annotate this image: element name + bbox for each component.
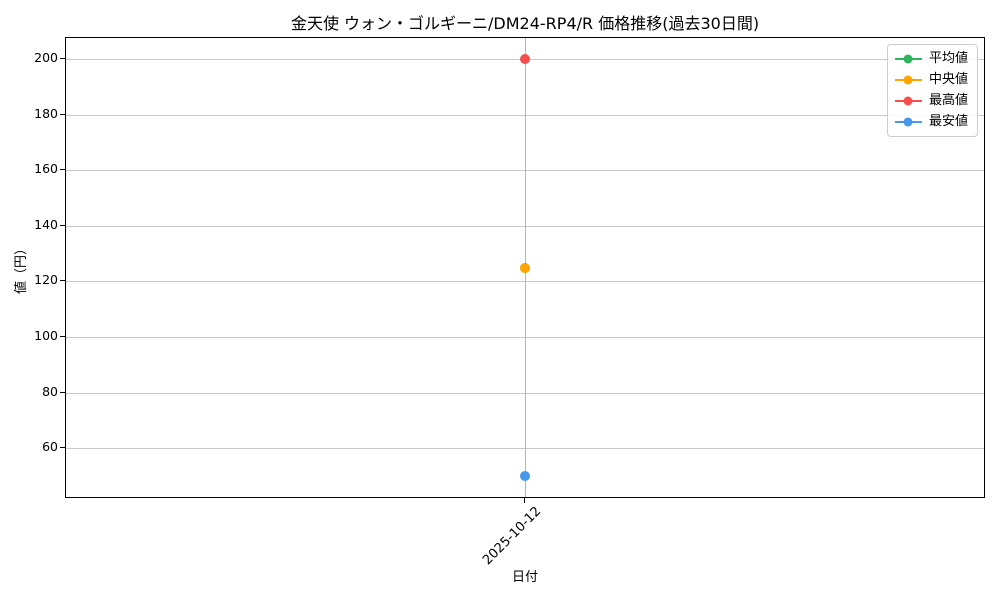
x-tick-label: 2025-10-12 [480,504,545,569]
y-axis-label: 値（円） [14,241,29,295]
y-tick-label: 180 [34,105,58,121]
legend-item: 最高値 [894,91,968,111]
legend-label: 平均値 [928,51,968,66]
legend-label: 中央値 [928,72,968,87]
y-tick-label: 80 [42,383,58,399]
data-point [520,471,530,482]
x-axis-label: 日付 [511,570,538,585]
y-tick-mark [60,113,65,115]
y-tick-mark [60,391,65,393]
data-point [520,262,530,273]
y-tick-label: 160 [34,161,58,177]
legend-marker-icon [894,117,922,127]
legend-marker-icon [894,96,922,106]
legend-label: 最安値 [928,114,968,129]
plot-area: 平均値中央値最高値最安値 [65,37,985,498]
legend: 平均値中央値最高値最安値 [886,44,978,137]
data-point [520,53,530,64]
legend-item: 最安値 [894,112,968,132]
y-tick-mark [60,336,65,338]
legend-dot [903,96,913,106]
y-tick-mark [60,169,65,171]
y-tick-mark [60,280,65,282]
legend-item: 平均値 [894,49,968,69]
y-tick-label: 120 [34,272,58,288]
legend-label: 最高値 [928,93,968,108]
y-tick-mark [60,57,65,59]
legend-item: 中央値 [894,70,968,90]
legend-dot [903,75,913,85]
chart-title: 金天使 ウォン・ゴルギーニ/DM24-RP4/R 価格推移(過去30日間) [290,14,760,33]
x-tick-mark [524,498,525,503]
y-tick-label: 200 [34,49,58,65]
y-tick-mark [60,447,65,449]
legend-dot [903,54,913,64]
y-tick-label: 60 [42,439,58,455]
legend-marker-icon [894,54,922,64]
y-tick-mark [60,224,65,226]
y-tick-label: 140 [34,216,58,232]
legend-dot [903,117,913,127]
y-tick-label: 100 [34,328,58,344]
legend-marker-icon [894,75,922,85]
